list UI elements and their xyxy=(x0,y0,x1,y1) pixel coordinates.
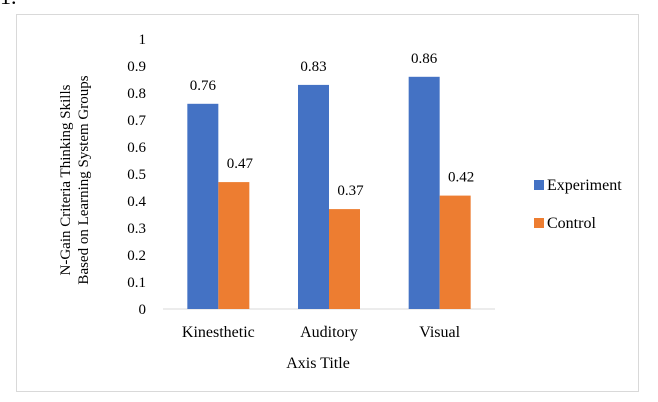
y-tick-label: 0.4 xyxy=(127,194,146,210)
experiment-bar-auditory xyxy=(298,84,329,310)
y-tick-label: 0.2 xyxy=(127,248,146,264)
y-axis-tick-labels: 0 0.1 0.2 0.3 0.4 0.5 0.6 0.7 0.8 0.9 1 xyxy=(127,32,146,318)
experiment-value-label: 0.86 xyxy=(411,51,438,67)
control-legend-swatch xyxy=(534,218,544,228)
y-tick-label: 0.6 xyxy=(127,140,146,156)
experiment-legend-swatch xyxy=(534,180,544,190)
experiment-bar-visual xyxy=(408,76,440,309)
x-axis-tick-labels: Kinesthetic Auditory Visual xyxy=(182,324,461,341)
y-tick-label: 0.5 xyxy=(127,167,146,183)
control-bar-auditory xyxy=(329,209,360,309)
experiment-value-label: 0.76 xyxy=(190,78,217,94)
legend: Experiment Control xyxy=(534,177,622,232)
x-tick-label: Visual xyxy=(419,324,460,341)
y-axis-title: N-Gain Criteria Thinking Skills Based on… xyxy=(58,75,92,284)
x-tick-label: Kinesthetic xyxy=(182,324,255,341)
data-labels: 0.76 0.47 0.83 0.37 0.86 0.42 xyxy=(190,51,475,199)
control-legend-label: Control xyxy=(547,215,596,232)
control-value-label: 0.42 xyxy=(448,170,474,186)
y-tick-label: 0.9 xyxy=(127,59,146,75)
x-tick-label: Auditory xyxy=(300,324,358,341)
control-bar-kinesthetic xyxy=(218,182,250,309)
control-value-label: 0.47 xyxy=(227,156,254,172)
bars xyxy=(187,76,471,310)
experiment-value-label: 0.83 xyxy=(300,59,326,75)
control-bar-visual xyxy=(439,195,471,309)
y-tick-label: 0.1 xyxy=(127,275,146,291)
y-tick-label: 0 xyxy=(139,302,147,318)
y-tick-label: 0.8 xyxy=(127,86,146,102)
y-axis-title-line-1: N-Gain Criteria Thinking Skills xyxy=(58,84,74,275)
y-axis-title-line-2: Based on Learning System Groups xyxy=(76,75,92,284)
x-axis-title: Axis Title xyxy=(286,355,350,372)
y-tick-label: 0.3 xyxy=(127,221,146,237)
control-value-label: 0.37 xyxy=(337,183,364,199)
page-fragment-text: 1. xyxy=(0,0,17,8)
experiment-legend-label: Experiment xyxy=(547,177,622,194)
y-tick-label: 1 xyxy=(139,32,147,48)
experiment-bar-kinesthetic xyxy=(187,103,219,309)
y-tick-label: 0.7 xyxy=(127,113,146,129)
